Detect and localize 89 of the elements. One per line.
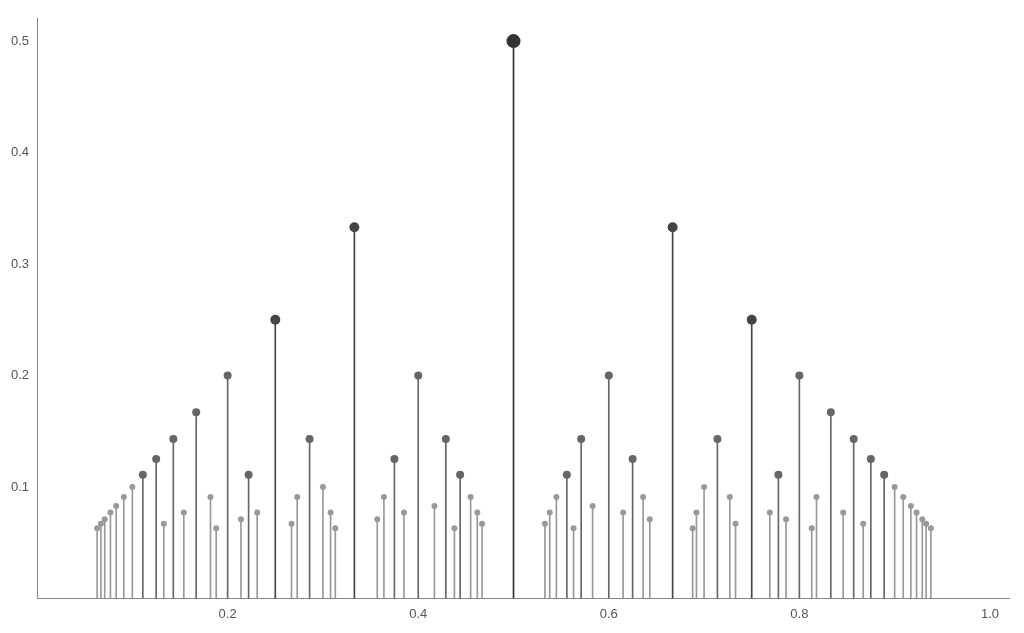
point [305, 435, 314, 444]
x-tick-label: 0.2 [218, 605, 237, 621]
point [813, 493, 820, 500]
point [254, 509, 261, 516]
point [840, 509, 847, 516]
point [667, 222, 678, 233]
point [577, 435, 586, 444]
point [732, 520, 739, 527]
point [923, 520, 930, 527]
point [746, 314, 757, 325]
point [726, 493, 733, 500]
point [400, 509, 407, 516]
point [94, 525, 101, 532]
point [456, 470, 465, 479]
point [620, 509, 627, 516]
point [113, 502, 120, 509]
point [213, 525, 220, 532]
point [380, 493, 387, 500]
point [180, 509, 187, 516]
point [319, 483, 326, 490]
point [479, 520, 486, 527]
point [713, 435, 722, 444]
point [451, 525, 458, 532]
x-tick-label: 0.4 [409, 605, 428, 621]
point [880, 470, 889, 479]
point [826, 408, 835, 417]
point [628, 455, 637, 464]
point [441, 435, 450, 444]
point [783, 516, 790, 523]
point [294, 493, 301, 500]
point [101, 516, 108, 523]
point [919, 516, 926, 523]
point [270, 314, 281, 325]
point [390, 455, 399, 464]
point [546, 509, 553, 516]
point [431, 502, 438, 509]
point [207, 493, 214, 500]
y-tick-label: 0.1 [10, 478, 30, 494]
point [474, 509, 481, 516]
point [237, 516, 244, 523]
point [693, 509, 700, 516]
point [467, 493, 474, 500]
point [107, 509, 114, 516]
point [589, 502, 596, 509]
point [327, 509, 334, 516]
point [927, 525, 934, 532]
point [349, 222, 360, 233]
point [701, 483, 708, 490]
point [129, 483, 136, 490]
point [288, 520, 295, 527]
point [244, 470, 253, 479]
point [553, 493, 560, 500]
point [160, 520, 167, 527]
point [795, 371, 804, 380]
x-tick-label: 1.0 [980, 605, 999, 621]
point [907, 502, 914, 509]
point [860, 520, 867, 527]
x-tick-label: 0.6 [599, 605, 618, 621]
point [849, 435, 858, 444]
point [570, 525, 577, 532]
point [891, 483, 898, 490]
point [152, 455, 161, 464]
point [646, 516, 653, 523]
point [689, 525, 696, 532]
point [414, 371, 423, 380]
point [604, 371, 613, 380]
point [506, 34, 521, 49]
point [640, 493, 647, 500]
point [332, 525, 339, 532]
point [774, 470, 783, 479]
x-tick-label: 0.8 [790, 605, 809, 621]
point [120, 493, 127, 500]
point [192, 408, 201, 417]
point [808, 525, 815, 532]
y-tick-label: 0.5 [10, 32, 30, 48]
point [223, 371, 232, 380]
point [97, 520, 104, 527]
point [374, 516, 381, 523]
point [562, 470, 571, 479]
point [138, 470, 147, 479]
y-tick-label: 0.2 [10, 367, 30, 383]
point [169, 435, 178, 444]
point [766, 509, 773, 516]
point [900, 493, 907, 500]
point [541, 520, 548, 527]
point [913, 509, 920, 516]
y-tick-label: 0.3 [10, 255, 30, 271]
y-tick-label: 0.4 [10, 144, 30, 160]
point [866, 455, 875, 464]
